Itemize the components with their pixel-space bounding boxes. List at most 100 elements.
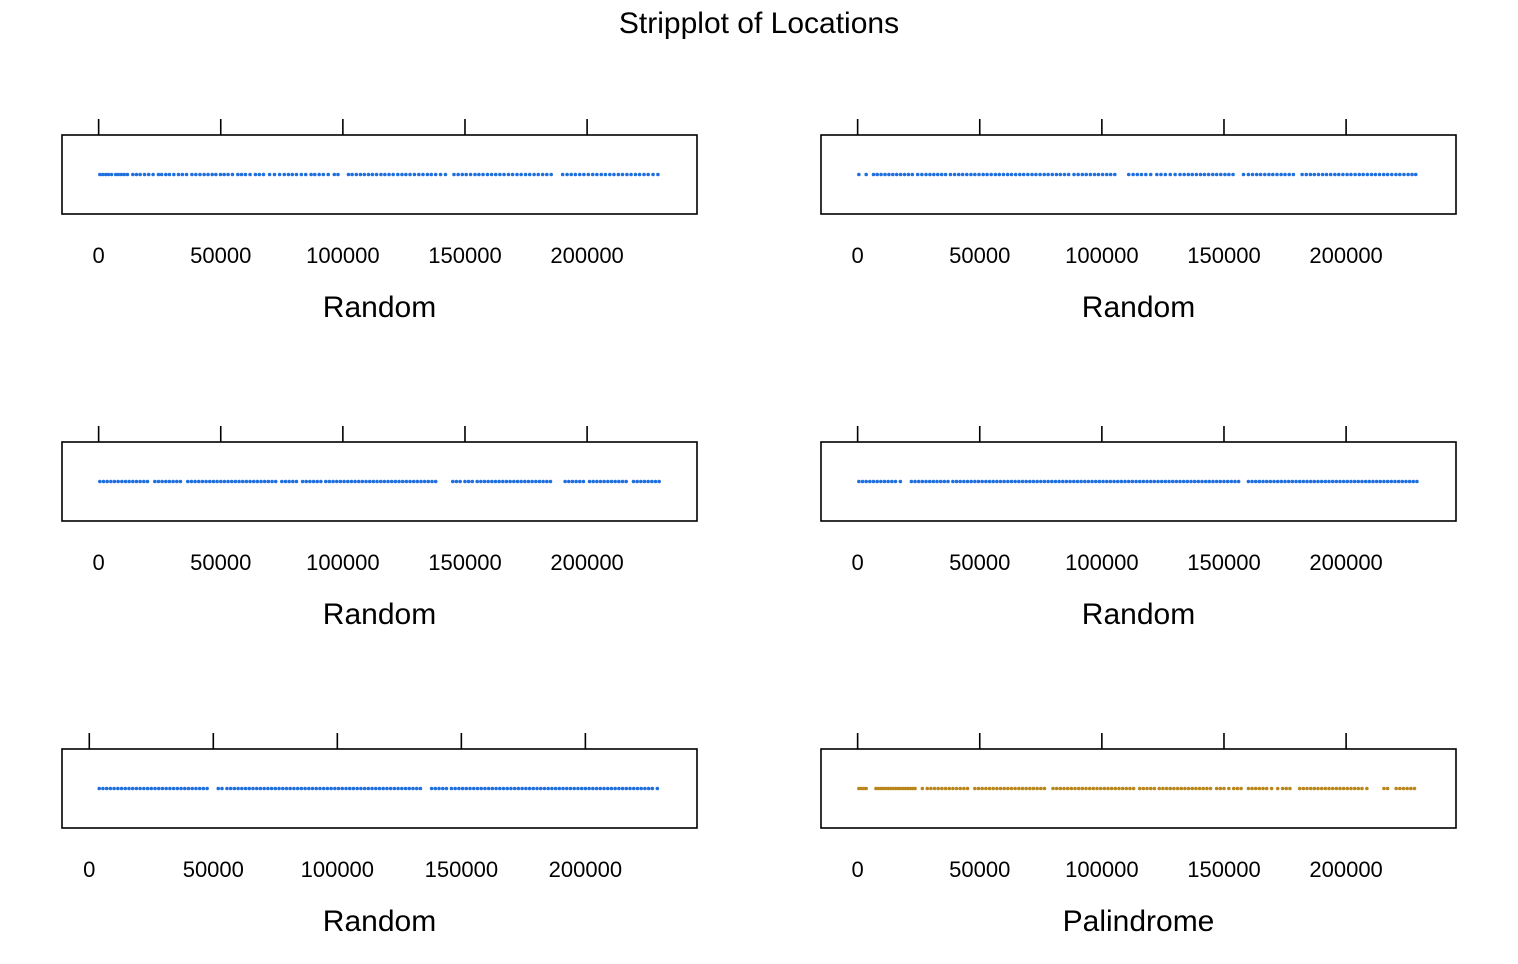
data-point: [1092, 172, 1097, 177]
data-point: [1120, 786, 1125, 791]
data-point: [202, 172, 206, 177]
data-point: [985, 172, 989, 177]
data-point: [336, 172, 340, 177]
data-point: [321, 786, 326, 791]
data-point: [1060, 479, 1065, 484]
data-point: [261, 172, 266, 177]
data-point: [987, 786, 992, 791]
data-point: [939, 172, 944, 177]
data-point: [326, 172, 331, 177]
data-point: [541, 479, 545, 484]
data-point: [101, 786, 105, 791]
data-point: [1066, 172, 1071, 177]
data-point: [134, 172, 139, 177]
data-point: [1181, 479, 1186, 484]
data-point: [1385, 172, 1390, 177]
data-point: [1100, 172, 1105, 177]
data-point: [1349, 479, 1353, 484]
data-point: [882, 479, 887, 484]
data-point: [400, 786, 404, 791]
data-point: [549, 172, 553, 177]
data-point: [1305, 786, 1309, 791]
data-point: [185, 479, 190, 484]
data-point: [490, 479, 494, 484]
data-point: [367, 479, 372, 484]
data-point: [138, 786, 142, 791]
x-tick-label: 200000: [1309, 243, 1382, 268]
data-point: [408, 479, 412, 484]
data-point: [1257, 786, 1262, 791]
data-point: [1319, 786, 1324, 791]
data-point: [1068, 479, 1072, 484]
data-point: [651, 172, 655, 177]
data-point: [1175, 786, 1180, 791]
data-point: [266, 786, 270, 791]
data-point: [197, 786, 202, 791]
data-point: [570, 479, 575, 484]
data-point: [1148, 786, 1153, 791]
data-point: [259, 479, 263, 484]
data-point: [366, 172, 371, 177]
data-point: [1190, 786, 1195, 791]
data-point: [1382, 786, 1386, 791]
data-point: [258, 786, 263, 791]
data-point: [595, 479, 599, 484]
data-point: [612, 172, 616, 177]
data-point: [935, 479, 939, 484]
data-point: [379, 172, 383, 177]
data-point: [408, 172, 412, 177]
data-point: [1104, 479, 1109, 484]
data-point: [358, 172, 363, 177]
data-point: [1214, 479, 1219, 484]
data-point: [1253, 786, 1258, 791]
data-point: [338, 479, 343, 484]
data-point: [444, 786, 449, 791]
data-point: [239, 172, 244, 177]
data-point: [1271, 172, 1275, 177]
data-point: [1250, 172, 1255, 177]
data-point: [1084, 172, 1089, 177]
x-tick-label: 0: [852, 243, 864, 268]
data-point: [969, 172, 973, 177]
data-point: [577, 479, 582, 484]
data-point: [1324, 172, 1329, 177]
panels-group: 0 50000 100000 150000 200000 Random 0 50000 1000…: [61, 119, 1457, 938]
data-point: [1050, 172, 1055, 177]
x-tick-label: 0: [83, 857, 95, 882]
data-point: [248, 479, 252, 484]
data-point: [875, 172, 879, 177]
data-point: [1363, 479, 1368, 484]
x-axis-label: Random: [323, 598, 436, 631]
data-point: [936, 786, 941, 791]
data-point: [646, 479, 650, 484]
data-point: [1164, 786, 1169, 791]
data-point: [186, 786, 191, 791]
data-point: [385, 786, 389, 791]
data-point: [1338, 479, 1342, 484]
panel-4: 0 50000 100000 150000 200000 Random: [820, 426, 1457, 631]
data-point: [1042, 479, 1047, 484]
data-point: [1327, 786, 1331, 791]
data-point: [890, 479, 894, 484]
data-point: [1173, 172, 1177, 177]
data-point: [1046, 479, 1050, 484]
data-point: [262, 786, 266, 791]
data-point: [489, 172, 494, 177]
data-point: [1091, 786, 1096, 791]
data-point: [1203, 479, 1208, 484]
x-tick-label: 150000: [428, 243, 501, 268]
data-point: [1389, 172, 1394, 177]
data-point: [987, 479, 992, 484]
data-point: [288, 786, 293, 791]
data-point: [151, 172, 155, 177]
x-tick-label: 50000: [949, 857, 1010, 882]
data-point: [646, 172, 650, 177]
data-point: [1365, 786, 1369, 791]
data-point: [1250, 479, 1254, 484]
data-point: [1261, 479, 1265, 484]
data-point: [225, 786, 229, 791]
data-point: [1365, 172, 1370, 177]
data-point: [980, 479, 984, 484]
data-point: [962, 479, 966, 484]
data-point: [248, 172, 252, 177]
